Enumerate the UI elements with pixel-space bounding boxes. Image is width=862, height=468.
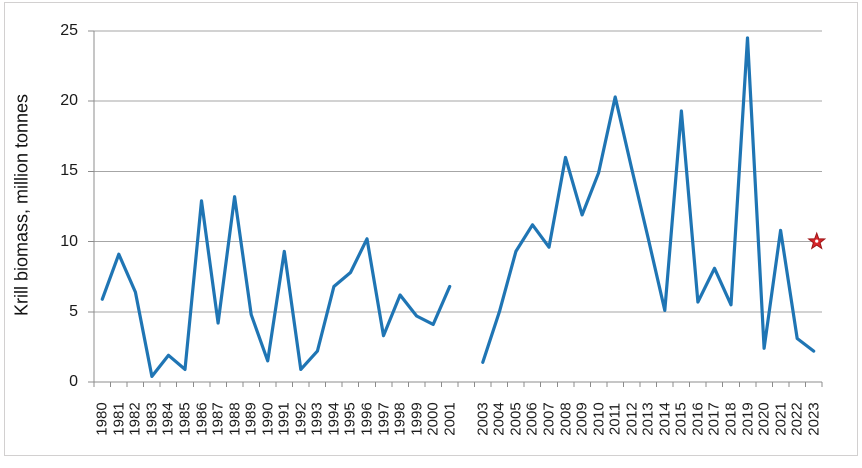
y-tick-label-10: 10 — [60, 232, 78, 250]
x-tick-label-2001: 2001 — [441, 402, 459, 436]
x-tick-label-2007: 2007 — [540, 402, 558, 436]
x-tick-label-2009: 2009 — [573, 402, 591, 436]
x-tick-label-1981: 1981 — [110, 402, 128, 436]
x-tick-label-2000: 2000 — [424, 402, 442, 436]
x-tick-label-1992: 1992 — [292, 402, 310, 436]
x-tick-label-1996: 1996 — [358, 402, 376, 436]
x-tick-label-1986: 1986 — [193, 402, 211, 436]
x-tick-label-2012: 2012 — [623, 402, 641, 436]
x-tick-label-1993: 1993 — [308, 402, 326, 436]
x-tick-label-2019: 2019 — [739, 402, 757, 436]
x-tick-label-1990: 1990 — [259, 402, 277, 436]
x-tick-label-2014: 2014 — [656, 402, 674, 436]
x-tick-label-2022: 2022 — [788, 402, 806, 436]
x-tick-label-1980: 1980 — [93, 402, 111, 436]
x-tick-label-1988: 1988 — [226, 402, 244, 436]
x-tick-label-1984: 1984 — [159, 402, 177, 436]
x-tick-label-2008: 2008 — [557, 402, 575, 436]
x-tick-label-1983: 1983 — [143, 402, 161, 436]
x-tick-label-1982: 1982 — [126, 402, 144, 436]
plot-area — [88, 30, 827, 387]
chart-frame-border — [4, 2, 858, 456]
x-tick-label-2010: 2010 — [590, 402, 608, 436]
x-tick-label-1985: 1985 — [176, 402, 194, 436]
x-tick-label-2015: 2015 — [672, 402, 690, 436]
x-tick-label-1991: 1991 — [275, 402, 293, 436]
x-tick-label-1995: 1995 — [341, 402, 359, 436]
x-tick-label-2018: 2018 — [722, 402, 740, 436]
x-tick-label-2003: 2003 — [474, 402, 492, 436]
x-tick-label-1989: 1989 — [242, 402, 260, 436]
y-axis-title: Krill biomass, million tonnes — [11, 93, 32, 317]
x-tick-label-1994: 1994 — [325, 402, 343, 436]
y-tick-label-15: 15 — [60, 162, 78, 180]
x-tick-label-2005: 2005 — [507, 402, 525, 436]
x-tick-label-1997: 1997 — [375, 402, 393, 436]
biomass-line-1980-2001 — [100, 195, 452, 378]
x-tick-label-2020: 2020 — [755, 402, 773, 436]
y-tick-label-20: 20 — [60, 92, 78, 110]
x-tick-label-2016: 2016 — [689, 402, 707, 436]
y-tick-label-25: 25 — [60, 22, 78, 39]
x-tick-label-2004: 2004 — [490, 402, 508, 436]
x-tick-label-1998: 1998 — [391, 402, 409, 436]
x-tick-label-2011: 2011 — [606, 402, 624, 436]
y-tick-label-0: 0 — [69, 373, 78, 390]
biomass-line-2003-2023 — [481, 36, 816, 364]
y-tick-label-5: 5 — [69, 302, 78, 320]
x-tick-label-2013: 2013 — [639, 402, 657, 436]
x-tick-label-2017: 2017 — [705, 402, 723, 436]
red-star-center-dot — [815, 239, 819, 243]
x-tick-label-1987: 1987 — [209, 402, 227, 436]
x-tick-label-2006: 2006 — [523, 402, 541, 436]
x-tick-label-1999: 1999 — [408, 402, 426, 436]
x-tick-label-2021: 2021 — [772, 402, 790, 436]
x-tick-label-2023: 2023 — [805, 402, 823, 436]
